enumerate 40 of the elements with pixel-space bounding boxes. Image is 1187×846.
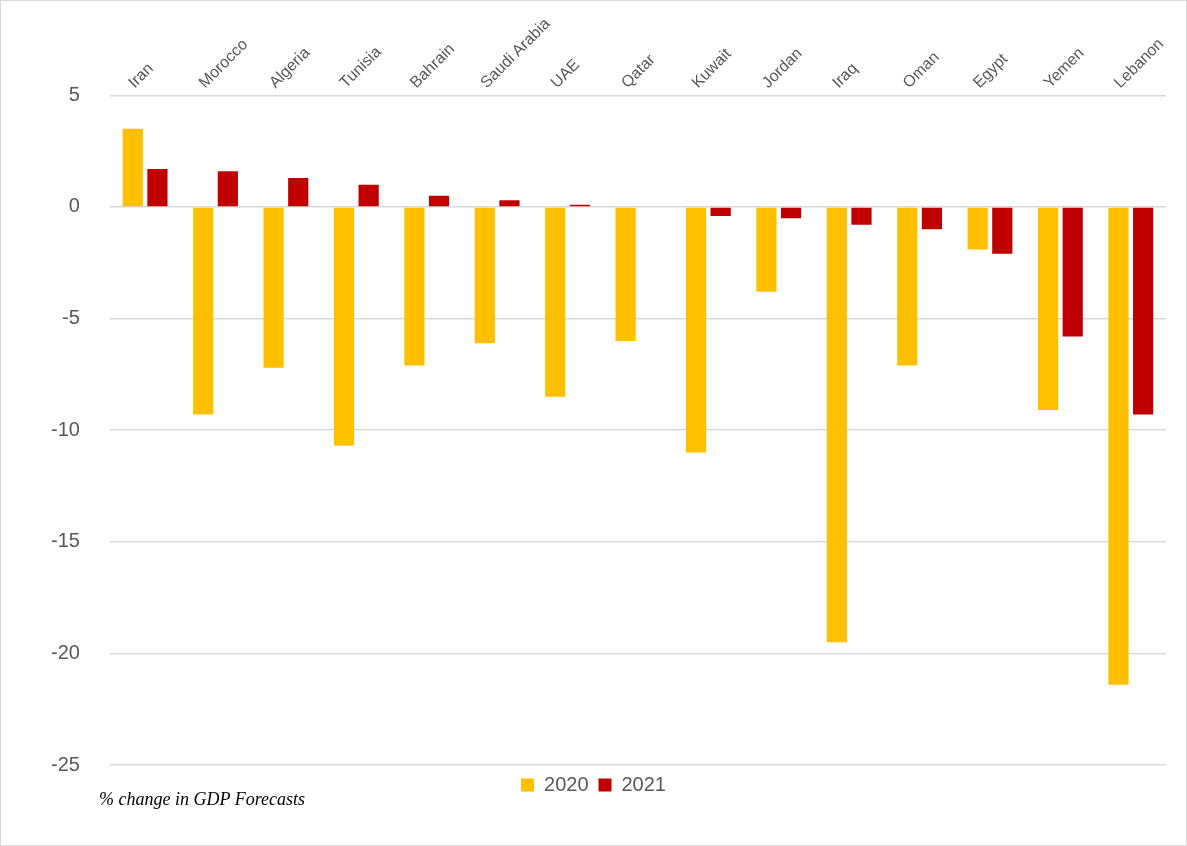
bar [967,207,988,250]
x-tick-label: Iran [124,59,157,91]
y-tick-label: 0 [68,194,80,217]
y-tick-label: -10 [51,417,80,440]
bar [826,207,847,643]
bar [1133,207,1154,415]
bar [545,207,566,397]
text: % change in GDP Forecasts [99,789,305,810]
bar [288,177,309,207]
bar [358,184,379,207]
bar [897,207,918,366]
bar [404,207,425,366]
bar [756,207,777,292]
bar [474,207,495,344]
bar [851,207,872,225]
bar [615,207,636,341]
y-tick-label: 5 [68,82,80,105]
legend-label: 2021 [621,772,666,795]
y-tick-label: -15 [51,529,80,552]
bar [428,195,450,207]
y-tick-label: -20 [51,640,80,663]
bar [499,200,520,207]
bar [263,207,284,368]
bar [710,207,731,216]
y-tick-label: -5 [62,306,80,329]
y-tick-label: -25 [51,752,80,775]
bar [1108,207,1129,685]
bar [333,207,355,446]
bar [780,207,802,219]
bar [1037,207,1059,411]
bar [992,207,1013,254]
bar [1062,207,1083,337]
bar [685,207,707,453]
bar [122,128,143,207]
x-tick-label: Iraq [828,59,861,91]
bar [217,171,238,207]
bar [147,169,168,207]
legend-label: 2020 [544,772,589,795]
bar [193,207,214,415]
bar [921,207,942,230]
